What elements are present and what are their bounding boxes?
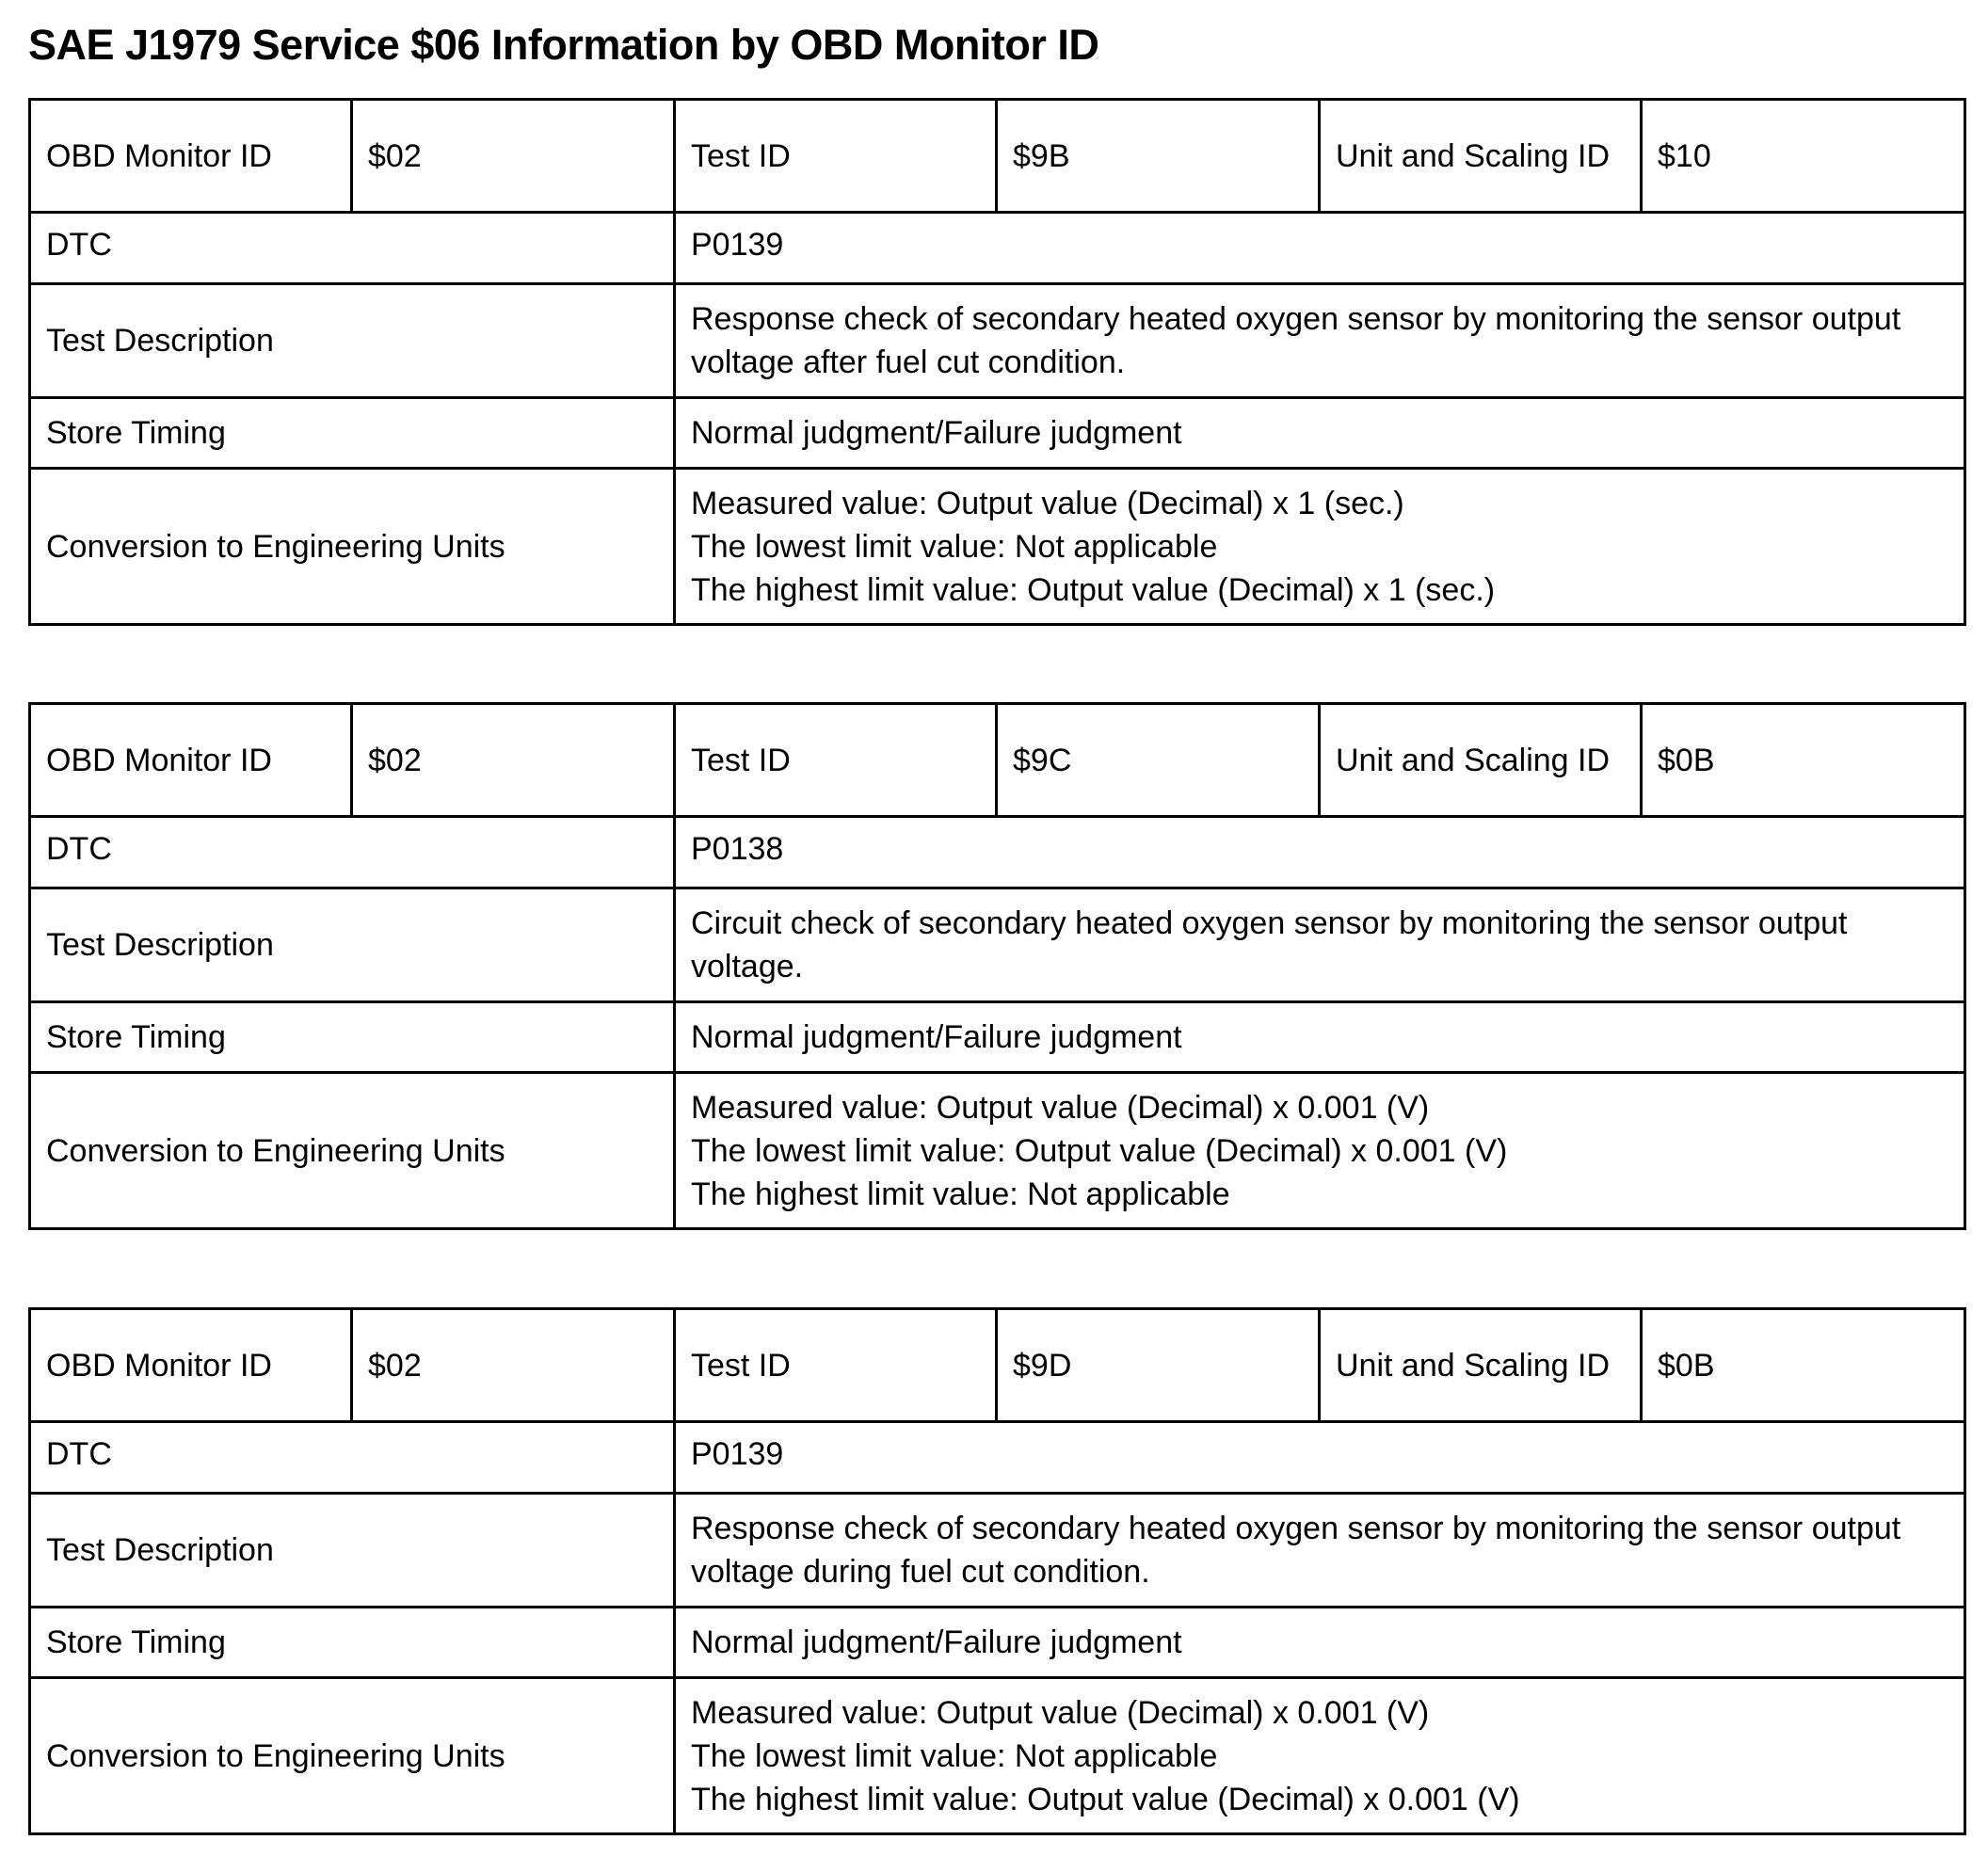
lowest-limit-line: The lowest limit value: Output value (De… (691, 1132, 1508, 1169)
test-id-value: $9C (995, 702, 1321, 818)
test-id-value: $9D (995, 1307, 1321, 1423)
unit-scaling-label: Unit and Scaling ID (1318, 98, 1643, 214)
monitor-id-label: OBD Monitor ID (28, 1307, 353, 1423)
dtc-label: DTC (28, 211, 676, 285)
unit-scaling-value: $10 (1640, 98, 1966, 214)
obd-monitor-table: OBD Monitor ID $02 Test ID $9B Unit and … (28, 98, 1966, 626)
store-timing-label: Store Timing (28, 1606, 676, 1679)
test-id-value: $9B (995, 98, 1321, 214)
test-description-label: Test Description (28, 1492, 676, 1608)
measured-value-line: Measured value: Output value (Decimal) x… (691, 1089, 1430, 1126)
conversion-value: Measured value: Output value (Decimal) x… (673, 467, 1966, 626)
highest-limit-line: The highest limit value: Output value (D… (691, 571, 1496, 608)
obd-monitor-table: OBD Monitor ID $02 Test ID $9C Unit and … (28, 702, 1966, 1230)
test-description-label: Test Description (28, 282, 676, 399)
conversion-label: Conversion to Engineering Units (28, 1676, 676, 1835)
monitor-id-label: OBD Monitor ID (28, 702, 353, 818)
test-description-value: Response check of secondary heated oxyge… (673, 1492, 1966, 1608)
conversion-value: Measured value: Output value (Decimal) x… (673, 1676, 1966, 1835)
monitor-id-value: $02 (350, 98, 676, 214)
highest-limit-line: The highest limit value: Not applicable (691, 1176, 1230, 1212)
monitor-id-value: $02 (350, 702, 676, 818)
store-timing-label: Store Timing (28, 396, 676, 470)
dtc-value: P0139 (673, 211, 1966, 285)
unit-scaling-value: $0B (1640, 1307, 1966, 1423)
test-description-value: Circuit check of secondary heated oxygen… (673, 887, 1966, 1003)
dtc-value: P0139 (673, 1420, 1966, 1495)
highest-limit-line: The highest limit value: Output value (D… (691, 1781, 1520, 1817)
measured-value-line: Measured value: Output value (Decimal) x… (691, 485, 1404, 521)
conversion-value: Measured value: Output value (Decimal) x… (673, 1071, 1966, 1230)
page-title: SAE J1979 Service $06 Information by OBD… (28, 21, 1099, 69)
dtc-label: DTC (28, 1420, 676, 1495)
dtc-value: P0138 (673, 815, 1966, 889)
obd-monitor-table: OBD Monitor ID $02 Test ID $9D Unit and … (28, 1307, 1966, 1835)
store-timing-value: Normal judgment/Failure judgment (673, 1000, 1966, 1074)
lowest-limit-line: The lowest limit value: Not applicable (691, 528, 1218, 565)
unit-scaling-label: Unit and Scaling ID (1318, 1307, 1643, 1423)
measured-value-line: Measured value: Output value (Decimal) x… (691, 1694, 1430, 1731)
test-id-label: Test ID (673, 98, 998, 214)
dtc-label: DTC (28, 815, 676, 889)
test-description-value: Response check of secondary heated oxyge… (673, 282, 1966, 399)
store-timing-value: Normal judgment/Failure judgment (673, 1606, 1966, 1679)
unit-scaling-label: Unit and Scaling ID (1318, 702, 1643, 818)
conversion-label: Conversion to Engineering Units (28, 467, 676, 626)
store-timing-label: Store Timing (28, 1000, 676, 1074)
store-timing-value: Normal judgment/Failure judgment (673, 396, 1966, 470)
unit-scaling-value: $0B (1640, 702, 1966, 818)
monitor-id-label: OBD Monitor ID (28, 98, 353, 214)
monitor-id-value: $02 (350, 1307, 676, 1423)
test-id-label: Test ID (673, 702, 998, 818)
lowest-limit-line: The lowest limit value: Not applicable (691, 1737, 1218, 1774)
test-id-label: Test ID (673, 1307, 998, 1423)
test-description-label: Test Description (28, 887, 676, 1003)
conversion-label: Conversion to Engineering Units (28, 1071, 676, 1230)
